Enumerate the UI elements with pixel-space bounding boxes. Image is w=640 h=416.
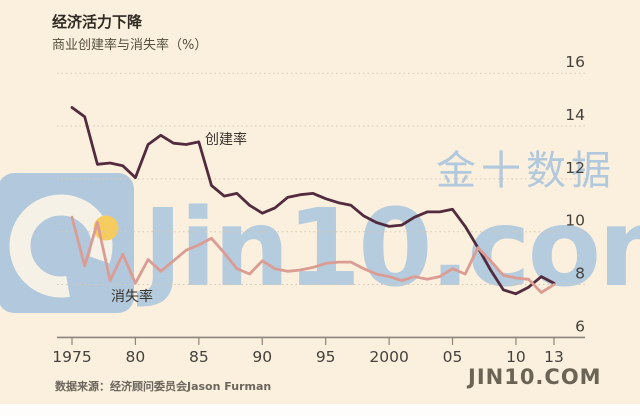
x-tick-label-2005: 05 xyxy=(443,348,463,366)
y-tick-label-6: 6 xyxy=(575,317,585,335)
watermark-brand-text: 金十数据 xyxy=(436,148,616,194)
x-tick-label-2013: 13 xyxy=(544,348,564,366)
series-label-disappearance: 消失率 xyxy=(111,289,153,305)
chart-subtitle: 商业创建率与消失率（%） xyxy=(52,38,208,53)
y-tick-label-14: 14 xyxy=(565,106,585,124)
series-label-creation: 创建率 xyxy=(205,132,247,148)
y-tick-label-10: 10 xyxy=(565,212,585,230)
x-tick-label-1990: 90 xyxy=(252,348,272,366)
data-source-note: 数据来源：经济顾问委员会Jason Furman xyxy=(55,380,272,393)
series-line-creation xyxy=(70,106,556,296)
x-tick-label-2000: 2000 xyxy=(369,348,408,366)
x-tick-label-1980: 80 xyxy=(126,348,146,366)
y-tick-label-16: 16 xyxy=(565,53,585,71)
site-watermark-text: JIN10.COM xyxy=(468,365,602,389)
y-tick-label-12: 12 xyxy=(565,159,585,177)
y-tick-label-8: 8 xyxy=(575,265,585,283)
page-title: 经济活力下降 xyxy=(52,13,143,31)
bottom-white-band xyxy=(0,404,640,416)
x-tick-label-1985: 85 xyxy=(189,348,209,366)
x-tick-label-1995: 95 xyxy=(316,348,336,366)
x-tick-label-1975: 1975 xyxy=(52,348,91,366)
series-line-disappearance xyxy=(70,215,556,294)
x-tick-label-2010: 10 xyxy=(506,348,526,366)
